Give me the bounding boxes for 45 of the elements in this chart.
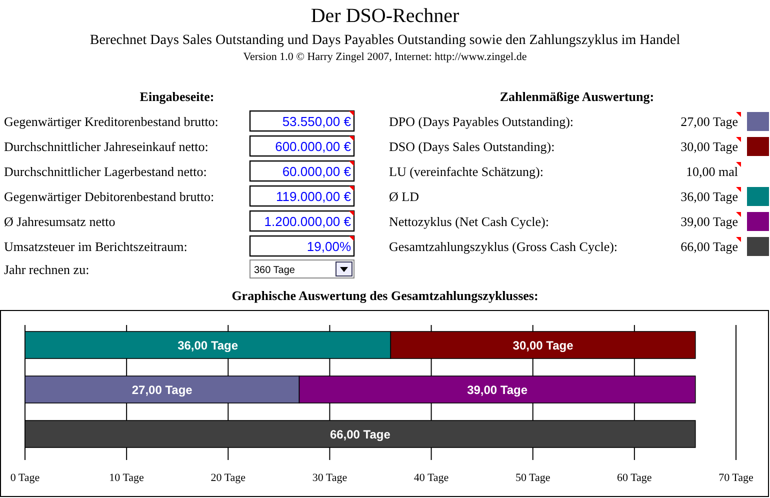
text: Gegenwärtiger Kreditorenbestand brutto: [4, 114, 218, 129]
data-label: 66,00 Tage [330, 428, 391, 442]
text: Ø LD [389, 189, 419, 204]
text: 19,00% [306, 239, 352, 254]
text: 36,00 Tage [680, 189, 738, 204]
data-label: 27,00 Tage [132, 383, 193, 397]
text: Zahlenmäßige Auswertung: [500, 89, 654, 104]
data-label: 36,00 Tage [178, 338, 238, 352]
x-tick-label: 50 Tage [515, 472, 550, 484]
text: Ø Jahresumsatz netto [4, 214, 116, 229]
text: Version 1.0 © Harry Zingel 2007, Internet: http://www.zingel.de [243, 51, 527, 63]
data-label: 39,00 Tage [467, 383, 528, 397]
x-tick-label: 70 Tage [718, 472, 754, 484]
data-label: 30,00 Tage [512, 338, 574, 352]
x-tick-label: 40 Tage [414, 472, 449, 484]
text: 53.550,00 € [282, 114, 352, 129]
text: DSO (Days Sales Outstanding): [389, 139, 555, 154]
text: Durchschnittlicher Lagerbestand netto: [4, 164, 207, 179]
text: 360 Tage [254, 265, 296, 276]
text: 39,00 Tage [680, 214, 738, 229]
text: Eingabeseite: [140, 89, 214, 104]
text: 119.000,00 € [276, 189, 352, 204]
text: LU (vereinfachte Schätzung): [389, 164, 544, 179]
text: Nettozyklus (Net Cash Cycle): [389, 214, 549, 229]
text: Gesamtzahlungszyklus (Gross Cash Cycle): [389, 239, 618, 254]
text: 1.200.000,00 € [264, 214, 352, 229]
text: 66,00 Tage [680, 239, 738, 254]
text: 27,00 Tage [680, 114, 738, 129]
chart-subtitle: Berechnet Days Sales Outstanding und Days Payables Outstanding sowie den Zahlungszyklus im Handel [90, 33, 680, 48]
text: Graphische Auswertung des Gesamtzahlungszyklusses: [232, 288, 538, 303]
text: 10,00 mal [686, 164, 738, 179]
x-tick-label: 0 Tage [10, 472, 40, 484]
x-tick-label: 20 Tage [210, 472, 246, 484]
text: Gegenwärtiger Debitorenbestand brutto: [4, 189, 214, 204]
text: Umsatzsteuer im Berichtszeitraum: [4, 239, 188, 254]
text: Durchschnittlicher Jahreseinkauf netto: [4, 139, 208, 154]
text: DPO (Days Payables Outstanding): [389, 114, 574, 129]
text: 60.000,00 € [282, 164, 352, 179]
text: Jahr rechnen zu: [4, 262, 90, 277]
text: 600.000,00 € [275, 139, 352, 154]
x-tick-label: 60 Tage [617, 472, 652, 484]
text: 30,00 Tage [680, 139, 738, 154]
x-tick-label: 10 Tage [109, 472, 144, 484]
x-tick-label: 30 Tage [312, 472, 348, 484]
chart-title: Der DSO-Rechner [310, 5, 460, 27]
